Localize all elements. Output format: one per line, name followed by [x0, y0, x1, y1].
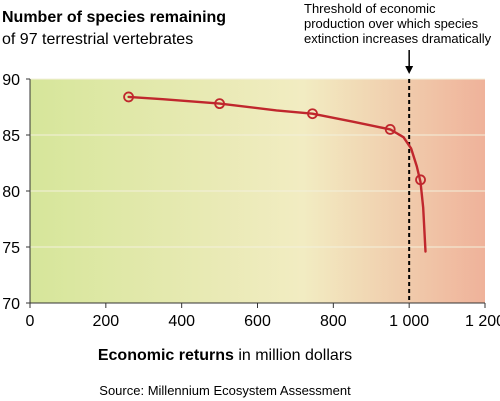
data-point — [415, 174, 426, 186]
x-axis-ticks: 0 200 400 600 800 1 000 1 200 — [26, 303, 500, 330]
y-axis-ticks: 70 75 80 85 90 — [2, 72, 30, 313]
threshold-arrow-head — [405, 66, 414, 74]
y-tick-label: 80 — [2, 184, 20, 201]
x-axis-label-rest: in million dollars — [234, 347, 352, 364]
x-tick-label: 200 — [92, 313, 119, 330]
y-tick-label: 75 — [2, 240, 20, 257]
series-line — [127, 95, 427, 253]
series-group — [123, 91, 427, 253]
threshold-label-line-1: Threshold of economic — [304, 1, 436, 16]
chart-title: Number of species remaining — [2, 9, 226, 26]
x-tick-label: 800 — [320, 313, 347, 330]
x-axis-label-bold: Economic returns — [98, 347, 234, 364]
threshold-label-line-2: production over which species — [304, 16, 479, 31]
x-tick-label: 0 — [26, 313, 35, 330]
x-tick-label: 600 — [244, 313, 271, 330]
x-tick-label: 1 200 — [465, 313, 500, 330]
y-tick-label: 85 — [2, 128, 20, 145]
x-tick-label: 400 — [168, 313, 195, 330]
source-note: Source: Millennium Ecosystem Assessment — [99, 383, 351, 398]
x-axis-label: Economic returns in million dollars — [98, 347, 352, 364]
data-point — [307, 108, 318, 120]
data-point — [384, 123, 396, 135]
y-tick-label: 70 — [2, 296, 20, 313]
x-tick-label: 1 000 — [389, 313, 429, 330]
y-tick-label: 90 — [2, 72, 20, 89]
data-point — [123, 91, 134, 103]
chart-subtitle: of 97 terrestrial vertebrates — [2, 31, 193, 48]
threshold-label-line-3: extinction increases dramatically — [304, 31, 492, 46]
data-point — [214, 98, 225, 110]
